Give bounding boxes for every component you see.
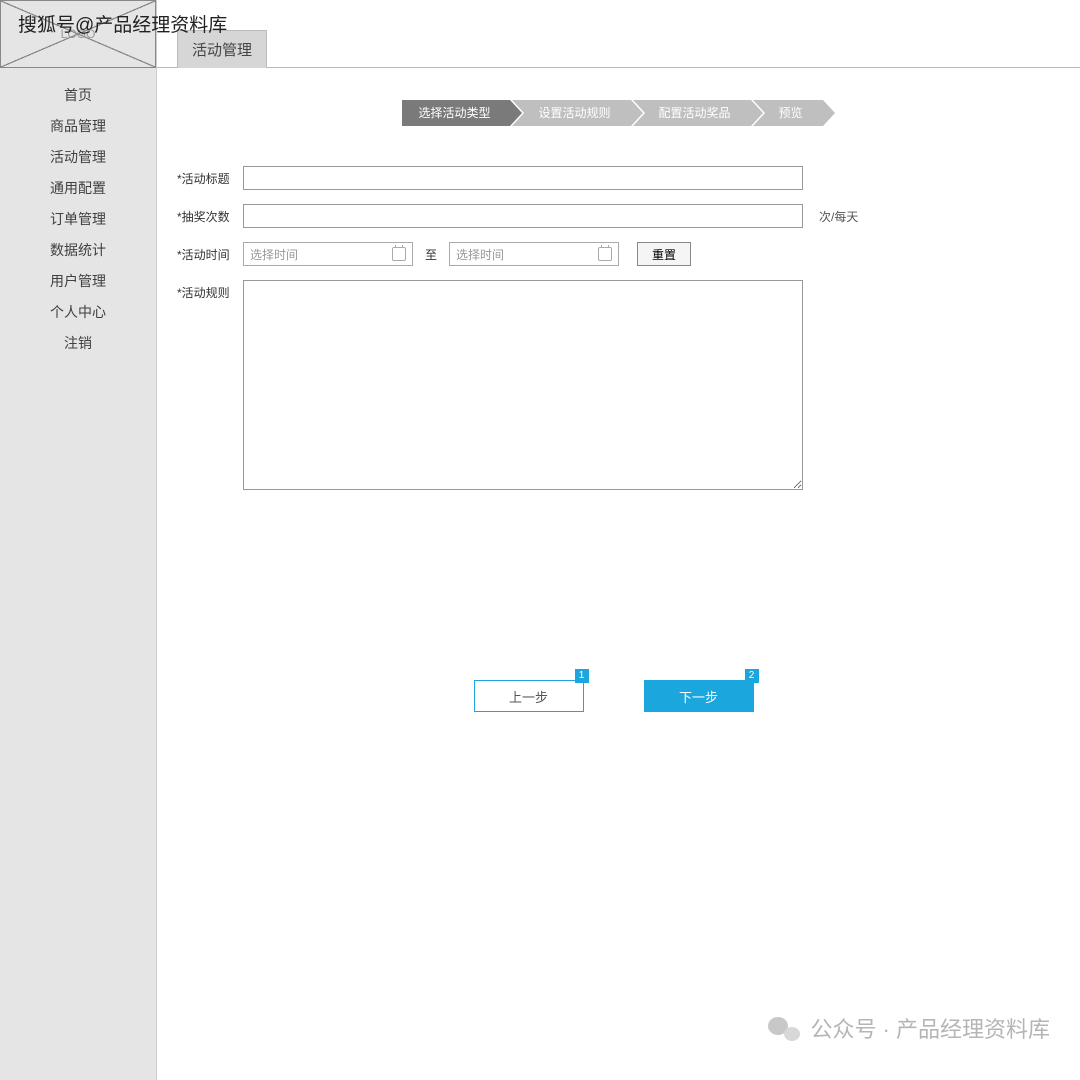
activity-form: *活动标题 *抽奖次数 次/每天 *活动时间 xyxy=(177,166,1027,490)
next-label: 下一步 xyxy=(679,690,718,705)
label-count: *抽奖次数 xyxy=(177,204,243,225)
row-rule: *活动规则 xyxy=(177,280,1027,490)
input-end-time[interactable]: 选择时间 xyxy=(449,242,619,266)
textarea-rule[interactable] xyxy=(243,280,803,490)
step-indicator: 选择活动类型 设置活动规则 配置活动奖品 预览 xyxy=(177,100,1050,126)
input-start-time[interactable]: 选择时间 xyxy=(243,242,413,266)
row-time: *活动时间 选择时间 至 选择时间 重置 xyxy=(177,242,1027,266)
sidebar-item-home[interactable]: 首页 xyxy=(0,80,156,111)
sidebar-item-user[interactable]: 用户管理 xyxy=(0,266,156,297)
row-title: *活动标题 xyxy=(177,166,1027,190)
step-1: 选择活动类型 xyxy=(402,100,510,126)
count-unit: 次/每天 xyxy=(819,208,858,225)
label-rule: *活动规则 xyxy=(177,280,243,301)
next-button[interactable]: 下一步 2 xyxy=(644,680,754,712)
step-3: 配置活动奖品 xyxy=(633,100,751,126)
prev-badge: 1 xyxy=(575,669,589,683)
prev-button[interactable]: 上一步 1 xyxy=(474,680,584,712)
sidebar-item-product[interactable]: 商品管理 xyxy=(0,111,156,142)
form-actions: 上一步 1 下一步 2 xyxy=(177,680,1050,712)
label-time: *活动时间 xyxy=(177,242,243,263)
start-time-placeholder: 选择时间 xyxy=(250,246,298,263)
sidebar: LOGO 首页 商品管理 活动管理 通用配置 订单管理 数据统计 用户管理 个人… xyxy=(0,0,157,1080)
logo-text: LOGO xyxy=(61,27,96,41)
calendar-icon xyxy=(392,247,406,261)
step-4: 预览 xyxy=(753,100,823,126)
main-area: 活动管理 选择活动类型 设置活动规则 配置活动奖品 预览 *活动标题 *抽奖次数 xyxy=(157,0,1080,1080)
sidebar-item-order[interactable]: 订单管理 xyxy=(0,204,156,235)
reset-button[interactable]: 重置 xyxy=(637,242,691,266)
topbar: 活动管理 xyxy=(157,0,1080,68)
sidebar-item-logout[interactable]: 注销 xyxy=(0,328,156,359)
input-count[interactable] xyxy=(243,204,803,228)
content: 选择活动类型 设置活动规则 配置活动奖品 预览 *活动标题 *抽奖次数 次/每天 xyxy=(157,68,1080,712)
sidebar-nav: 首页 商品管理 活动管理 通用配置 订单管理 数据统计 用户管理 个人中心 注销 xyxy=(0,68,156,359)
prev-label: 上一步 xyxy=(509,690,548,705)
tab-activity[interactable]: 活动管理 xyxy=(177,30,267,68)
app-layout: LOGO 首页 商品管理 活动管理 通用配置 订单管理 数据统计 用户管理 个人… xyxy=(0,0,1080,1080)
row-count: *抽奖次数 次/每天 xyxy=(177,204,1027,228)
logo-placeholder: LOGO xyxy=(0,0,156,68)
sidebar-item-personal[interactable]: 个人中心 xyxy=(0,297,156,328)
sidebar-item-data[interactable]: 数据统计 xyxy=(0,235,156,266)
step-2: 设置活动规则 xyxy=(512,100,630,126)
sidebar-item-activity[interactable]: 活动管理 xyxy=(0,142,156,173)
next-badge: 2 xyxy=(745,669,759,683)
end-time-placeholder: 选择时间 xyxy=(456,246,504,263)
input-title[interactable] xyxy=(243,166,803,190)
sidebar-item-config[interactable]: 通用配置 xyxy=(0,173,156,204)
calendar-icon xyxy=(598,247,612,261)
label-title: *活动标题 xyxy=(177,166,243,187)
time-separator: 至 xyxy=(421,246,441,263)
